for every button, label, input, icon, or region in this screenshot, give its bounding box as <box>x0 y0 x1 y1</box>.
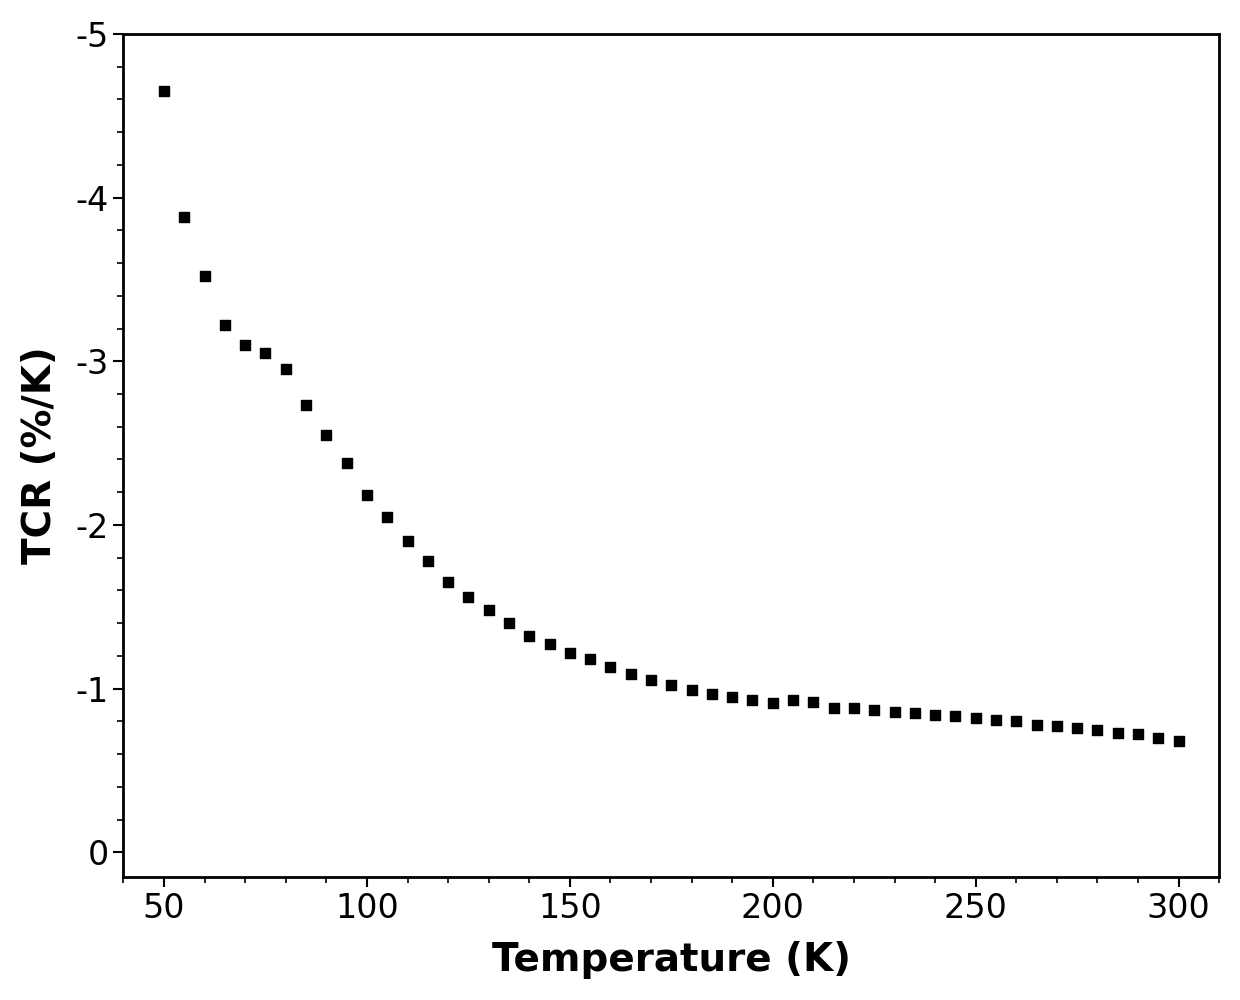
Point <box>702 686 722 702</box>
Point <box>154 83 174 99</box>
Point <box>945 708 965 724</box>
Point <box>275 361 295 377</box>
Point <box>498 615 518 631</box>
Point <box>1128 726 1148 742</box>
Point <box>966 710 986 726</box>
Point <box>459 589 479 605</box>
X-axis label: Temperature (K): Temperature (K) <box>492 941 851 979</box>
Point <box>1107 725 1127 741</box>
Point <box>438 574 458 590</box>
Point <box>479 602 498 618</box>
Point <box>357 487 377 503</box>
Point <box>1148 730 1168 746</box>
Point <box>844 700 864 716</box>
Point <box>784 692 804 708</box>
Point <box>986 712 1006 728</box>
Point <box>195 268 215 284</box>
Point <box>884 704 904 720</box>
Point <box>539 636 559 652</box>
Point <box>864 702 884 718</box>
Point <box>316 427 336 443</box>
Point <box>377 509 397 525</box>
Point <box>337 455 357 471</box>
Point <box>743 692 763 708</box>
Point <box>1068 720 1087 736</box>
Point <box>1007 713 1027 729</box>
Point <box>823 700 843 716</box>
Point <box>1087 722 1107 738</box>
Point <box>1047 718 1066 734</box>
Point <box>1027 717 1047 733</box>
Point <box>580 651 600 667</box>
Point <box>255 345 275 361</box>
Point <box>804 694 823 710</box>
Point <box>682 682 702 698</box>
Y-axis label: TCR (%/K): TCR (%/K) <box>21 347 58 564</box>
Point <box>763 695 782 711</box>
Point <box>398 533 418 549</box>
Point <box>560 645 580 661</box>
Point <box>641 672 661 688</box>
Point <box>418 553 438 569</box>
Point <box>905 705 925 721</box>
Point <box>215 317 234 333</box>
Point <box>175 209 195 225</box>
Point <box>925 707 945 723</box>
Point <box>722 689 742 705</box>
Point <box>621 666 641 682</box>
Point <box>600 659 620 675</box>
Point <box>236 337 255 353</box>
Point <box>296 397 316 413</box>
Point <box>1168 733 1188 749</box>
Point <box>661 677 681 693</box>
Point <box>520 628 539 644</box>
